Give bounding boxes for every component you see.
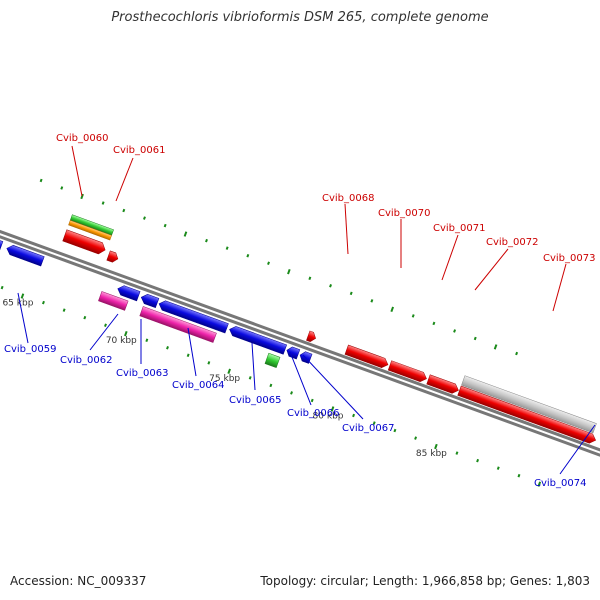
gene-arrow-cvib-0062-magenta[interactable] xyxy=(98,291,129,311)
map-title: Prosthecochloris vibrioformis DSM 265, c… xyxy=(111,10,489,25)
gene-label-cvib-0062[interactable]: Cvib_0062 xyxy=(60,355,112,366)
kbp-labels: 65 kbp 70 kbp 75 kbp 80 kbp 85 kbp xyxy=(2,299,447,459)
gene-arrow-cvib-0073-gray[interactable] xyxy=(461,375,597,434)
gene-label-cvib-0059[interactable]: Cvib_0059 xyxy=(4,344,56,355)
kbp-label: 85 kbp xyxy=(416,449,447,459)
gene-arrow-cvib-0065[interactable] xyxy=(228,325,288,355)
gene-arrow-cvib-0064[interactable] xyxy=(139,306,217,343)
gene-arrow-cvib-0070[interactable] xyxy=(344,344,390,369)
gene-arrow-cvib-0073[interactable] xyxy=(457,385,598,445)
gene-arrow-cvib-0059-a[interactable] xyxy=(0,238,4,252)
gene-arrow-cvib-0062[interactable] xyxy=(139,293,160,309)
gene-label-cvib-0073[interactable]: Cvib_0073 xyxy=(543,253,595,264)
kbp-label: 70 kbp xyxy=(106,336,137,346)
gene-label-cvib-0072[interactable]: Cvib_0072 xyxy=(486,237,538,248)
gene-arrow-cvib-0066[interactable] xyxy=(285,346,301,360)
inner-tick-row xyxy=(0,285,542,487)
backbone-lower xyxy=(0,214,600,478)
genome-strand: 65 kbp 70 kbp 75 kbp 80 kbp 85 kbp xyxy=(0,178,600,487)
genome-summary-text: Topology: circular; Length: 1,966,858 bp… xyxy=(260,574,590,588)
gene-label-cvib-0064[interactable]: Cvib_0064 xyxy=(172,380,224,391)
kbp-label: 75 kbp xyxy=(209,374,240,384)
kbp-label: 65 kbp xyxy=(2,299,33,309)
backbone-upper xyxy=(0,209,600,473)
gene-label-cvib-0068[interactable]: Cvib_0068 xyxy=(322,193,374,204)
gene-label-cvib-0066[interactable]: Cvib_0066 xyxy=(287,408,339,419)
gene-label-cvib-0061[interactable]: Cvib_0061 xyxy=(113,145,165,156)
gene-label-cvib-0060[interactable]: Cvib_0060 xyxy=(56,133,108,144)
top-gene-labels: Cvib_0060 Cvib_0061 Cvib_0068 Cvib_0070 … xyxy=(56,133,595,264)
gene-label-cvib-0067[interactable]: Cvib_0067 xyxy=(342,423,394,434)
kbp-label: 80 kbp xyxy=(313,411,344,421)
gene-label-cvib-0063[interactable]: Cvib_0063 xyxy=(116,368,168,379)
gene-label-cvib-0074[interactable]: Cvib_0074 xyxy=(534,478,586,489)
gene-label-cvib-0065[interactable]: Cvib_0065 xyxy=(229,395,281,406)
gene-arrow-cvib-0060[interactable] xyxy=(62,229,108,256)
top-callout-lines xyxy=(71,145,567,312)
accession-text: Accession: NC_009337 xyxy=(10,574,147,588)
gene-arrow-cvib-0061[interactable] xyxy=(106,250,120,264)
gene-arrow-cvib-0060-b[interactable] xyxy=(68,219,112,241)
outer-tick-row xyxy=(39,178,519,356)
gene-label-cvib-0071[interactable]: Cvib_0071 xyxy=(433,223,485,234)
gene-arrow-cvib-0066-green[interactable] xyxy=(264,352,281,368)
gene-arrow-cvib-0059[interactable] xyxy=(5,244,45,267)
gene-arrow-cvib-0062-blue[interactable] xyxy=(116,284,141,302)
bottom-callout-lines xyxy=(17,292,596,475)
gene-arrow-cvib-0072[interactable] xyxy=(426,374,460,395)
bottom-gene-labels: Cvib_0059 Cvib_0062 Cvib_0063 Cvib_0064 … xyxy=(4,344,586,489)
gene-label-cvib-0070[interactable]: Cvib_0070 xyxy=(378,208,430,219)
gene-arrow-cvib-0071[interactable] xyxy=(387,360,428,384)
gene-arrow-cvib-0068[interactable] xyxy=(306,330,317,343)
gene-arrow-cvib-0063[interactable] xyxy=(157,299,229,334)
